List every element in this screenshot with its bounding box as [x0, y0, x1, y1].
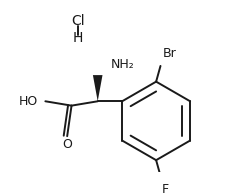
Polygon shape — [92, 75, 102, 101]
Text: O: O — [62, 138, 72, 151]
Text: F: F — [161, 183, 169, 196]
Text: HO: HO — [19, 95, 38, 108]
Text: Cl: Cl — [70, 14, 84, 28]
Text: Br: Br — [162, 47, 176, 60]
Text: H: H — [72, 31, 82, 45]
Text: NH₂: NH₂ — [110, 58, 134, 71]
